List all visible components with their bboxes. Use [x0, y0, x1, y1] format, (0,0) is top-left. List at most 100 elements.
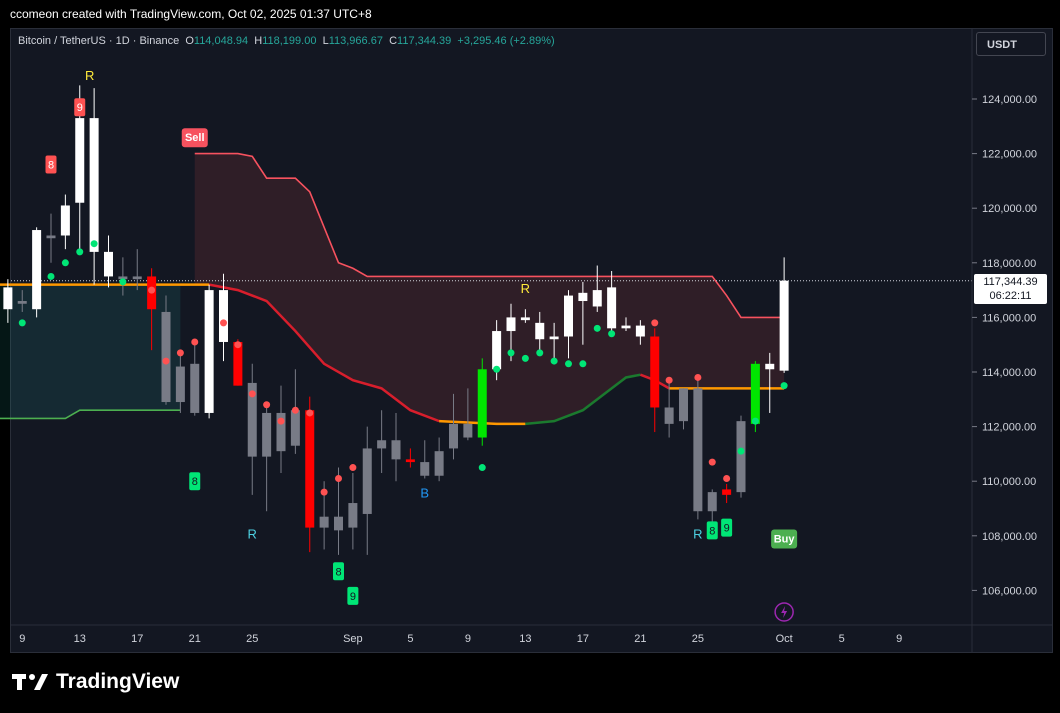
signal-dot [550, 357, 558, 365]
count-badge-label: 8 [335, 566, 341, 578]
candle-body[interactable] [46, 235, 56, 239]
ma-line-bearish [208, 283, 440, 423]
candle-body[interactable] [118, 276, 128, 280]
buy-signal-label: Buy [774, 534, 796, 546]
count-badge [74, 98, 86, 117]
candle-body[interactable] [463, 423, 473, 438]
candle-body[interactable] [564, 295, 573, 337]
candle-body[interactable] [377, 440, 387, 449]
signal-dot [565, 360, 572, 368]
candle-body[interactable] [635, 325, 645, 337]
candle-body[interactable] [89, 118, 99, 252]
y-tick-label: 108,000.00 [982, 531, 1037, 543]
count-badge-label: 8 [48, 160, 54, 172]
candle-body[interactable] [75, 118, 85, 203]
count-badge [333, 562, 344, 581]
currency-button[interactable]: USDT [976, 32, 1046, 56]
candle-body[interactable] [664, 407, 674, 424]
tradingview-logo-icon [12, 674, 48, 690]
candle-body[interactable] [175, 366, 185, 403]
high-value: 118,199.00 [262, 35, 317, 47]
signal-dot [536, 349, 544, 357]
symbol-label[interactable]: Bitcoin / TetherUS · 1D · Binance [18, 35, 180, 47]
signal-dot [148, 286, 156, 294]
candle-body[interactable] [520, 317, 530, 321]
candle-body[interactable] [736, 421, 746, 493]
candle-body[interactable] [650, 336, 660, 408]
signal-dot [579, 360, 587, 368]
signal-dot [176, 349, 184, 357]
signal-dot [277, 417, 285, 425]
candle-body[interactable] [621, 325, 631, 329]
candle-body[interactable] [477, 369, 487, 438]
signal-dot [780, 382, 788, 390]
x-tick-label: Oct [776, 633, 793, 645]
candle-body[interactable] [104, 251, 113, 277]
x-tick-label: Sep [343, 633, 363, 645]
candle-body[interactable] [17, 301, 27, 304]
signal-dot [751, 417, 759, 425]
signal-dot [493, 365, 501, 373]
signal-dot [90, 240, 98, 248]
candle-body[interactable] [204, 290, 214, 413]
candle-body[interactable] [693, 388, 703, 512]
candle-body[interactable] [779, 280, 789, 371]
candle-body[interactable] [492, 331, 502, 370]
buy-signal-badge [771, 529, 798, 549]
count-badge-label: 8 [709, 525, 715, 537]
candle-body[interactable] [132, 276, 142, 280]
candle-body[interactable] [405, 459, 415, 463]
signal-dot [608, 330, 616, 338]
candle-body[interactable] [348, 503, 358, 528]
candle-body[interactable] [233, 341, 243, 386]
count-badge [706, 521, 718, 540]
signal-dot [349, 464, 357, 472]
close-label: C [389, 35, 398, 47]
signal-dot [191, 338, 199, 346]
y-tick-label: 120,000.00 [982, 203, 1037, 215]
candle-body[interactable] [535, 322, 545, 340]
candle-body[interactable] [161, 311, 171, 403]
candle-body[interactable] [506, 317, 516, 332]
candle-body[interactable] [190, 363, 200, 413]
count-badge [721, 518, 733, 537]
candle-body[interactable] [3, 287, 13, 310]
candle-body[interactable] [578, 292, 588, 302]
chart-caption: ccomeon created with TradingView.com, Oc… [10, 7, 372, 21]
candle-body[interactable] [262, 412, 272, 457]
candle-body[interactable] [219, 290, 228, 342]
candle-body[interactable] [434, 451, 444, 476]
sell-signal-badge [181, 128, 208, 148]
signal-dot [723, 474, 731, 482]
signal-dot [291, 406, 299, 414]
candle-body[interactable] [607, 287, 617, 329]
lightning-icon[interactable] [774, 602, 794, 622]
candle-body[interactable] [679, 388, 688, 422]
y-tick-label: 124,000.00 [982, 94, 1037, 106]
signal-letter: R [85, 68, 94, 83]
candle-body[interactable] [592, 290, 602, 307]
candle-body[interactable] [247, 382, 257, 457]
candle-body[interactable] [334, 516, 343, 531]
x-tick-label: 9 [19, 633, 25, 645]
candle-body[interactable] [276, 412, 286, 452]
candle-body[interactable] [305, 410, 315, 528]
candle-body[interactable] [750, 363, 760, 424]
candle-body[interactable] [449, 423, 458, 449]
candle-body[interactable] [362, 448, 372, 514]
x-tick-label: 17 [577, 633, 589, 645]
tradingview-watermark[interactable]: TradingView [12, 670, 179, 694]
candle-body[interactable] [391, 440, 401, 460]
candle-body[interactable] [60, 205, 70, 236]
candle-body[interactable] [707, 492, 717, 512]
x-tick-label: 5 [407, 633, 413, 645]
candle-body[interactable] [319, 516, 329, 528]
signal-letter: R [521, 281, 530, 296]
candle-body[interactable] [765, 363, 775, 370]
candle-body[interactable] [549, 336, 559, 340]
candle-body[interactable] [420, 462, 430, 476]
candle-body[interactable] [32, 230, 42, 310]
candle-body[interactable] [722, 489, 732, 495]
candle-body[interactable] [290, 410, 300, 446]
